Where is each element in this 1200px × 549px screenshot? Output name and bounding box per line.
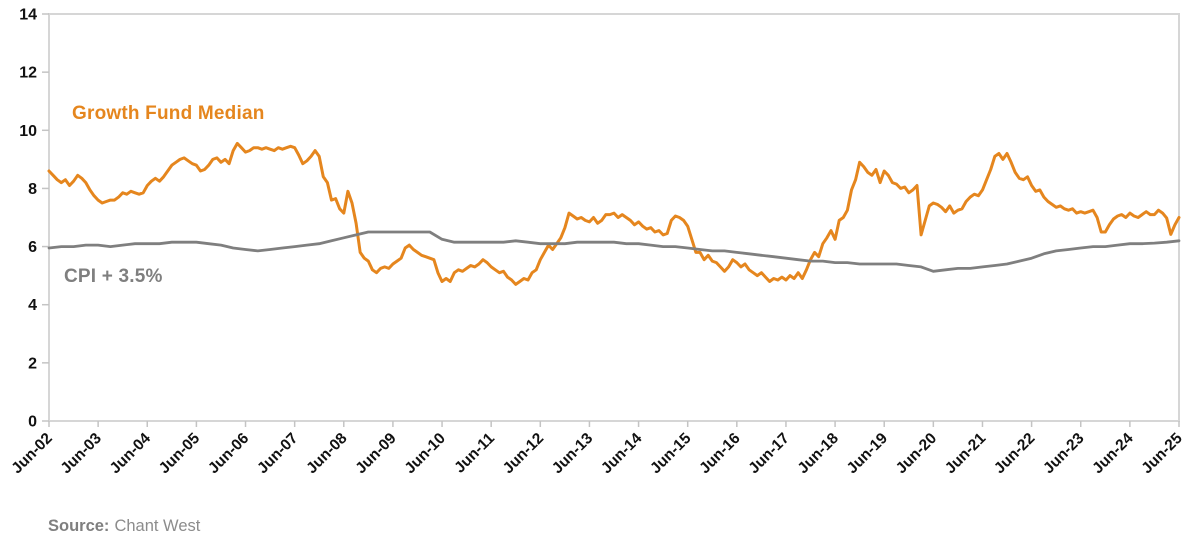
x-axis-tick-label: Jun-17 xyxy=(745,430,792,477)
x-axis-tick-label: Jun-25 xyxy=(1138,430,1186,478)
x-axis-tick-label: Jun-04 xyxy=(107,430,155,478)
series-line-growth-fund-median xyxy=(47,141,1181,286)
x-axis-tick-label: Jun-05 xyxy=(156,430,204,478)
y-axis-tick-label: 12 xyxy=(19,65,37,82)
plot-frame xyxy=(48,13,1180,422)
x-axis-tick-label: Jun-21 xyxy=(942,430,990,478)
x-axis-tick-label: Jun-11 xyxy=(451,430,498,477)
x-axis-tick-label: Jun-07 xyxy=(254,430,301,477)
series-line-cpi-3-5- xyxy=(47,230,1181,273)
x-axis-tick-label: Jun-10 xyxy=(402,430,449,477)
y-axis-tick-label: 2 xyxy=(28,355,37,372)
x-axis-tick-label: Jun-13 xyxy=(549,430,597,478)
x-axis-tick-label: Jun-22 xyxy=(991,430,1038,477)
x-axis-tick-label: Jun-12 xyxy=(500,430,547,477)
x-axis-tick-label: Jun-14 xyxy=(598,430,646,478)
y-axis-tick-label: 14 xyxy=(19,7,37,24)
series-label-cpi-plus-3-5: CPI + 3.5% xyxy=(64,266,163,287)
x-axis-tick-label: Jun-16 xyxy=(696,430,744,478)
x-axis-tick-label: Jun-23 xyxy=(1040,430,1088,478)
source-attribution: Source: Chant West xyxy=(48,517,200,536)
x-axis-tick-label: Jun-19 xyxy=(844,430,892,478)
x-axis-tick-label: Jun-03 xyxy=(58,430,106,478)
y-axis-tick-label: 8 xyxy=(28,181,37,198)
y-axis-tick-label: 0 xyxy=(28,414,37,431)
y-axis-tick-label: 6 xyxy=(28,239,37,256)
series-label-growth-fund-median: Growth Fund Median xyxy=(72,103,265,124)
y-axis-tick-label: 10 xyxy=(19,123,37,140)
source-label: Source: xyxy=(48,517,110,535)
x-axis-tick-label: Jun-24 xyxy=(1089,430,1137,478)
x-axis-tick-label: Jun-09 xyxy=(352,430,400,478)
x-axis-tick-label: Jun-18 xyxy=(795,430,843,478)
x-axis-tick-label: Jun-06 xyxy=(205,430,253,478)
source-text: Chant West xyxy=(114,517,201,535)
y-axis-tick-label: 4 xyxy=(28,297,37,314)
x-axis-tick-label: Jun-08 xyxy=(303,430,351,478)
x-axis-tick-label: Jun-15 xyxy=(647,430,695,478)
x-axis-tick-label: Jun-02 xyxy=(8,430,55,477)
x-axis-tick-label: Jun-20 xyxy=(893,430,940,477)
